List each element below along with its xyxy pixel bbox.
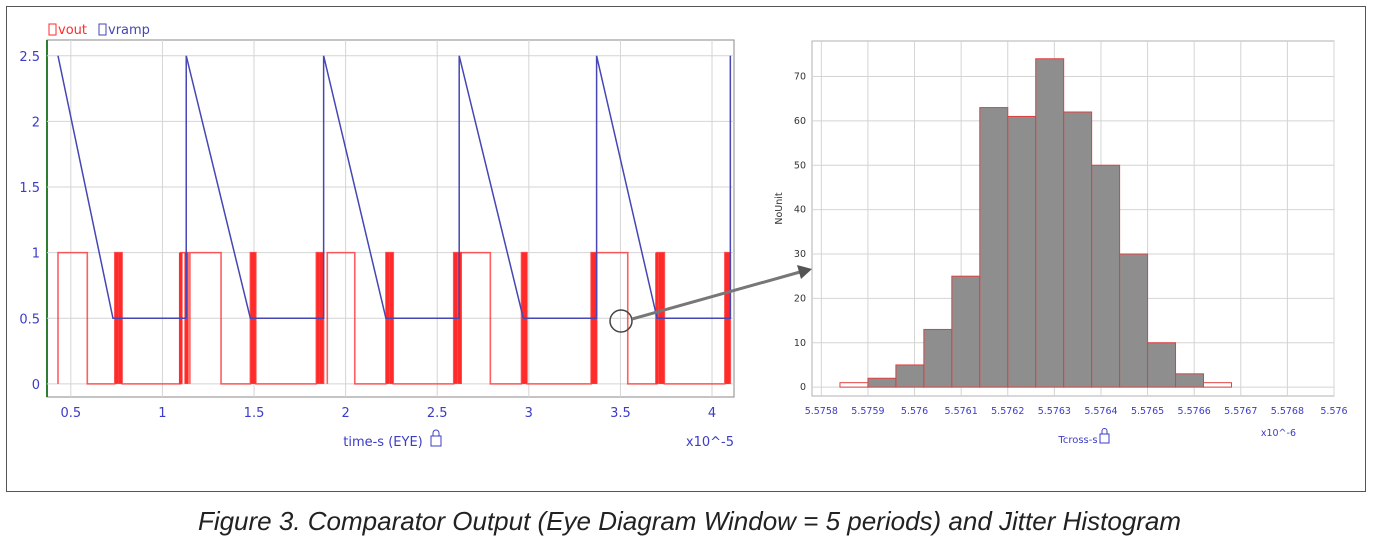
legend-vramp-label: vramp	[108, 23, 150, 38]
eye-x-multiplier: x10^-5	[686, 435, 734, 450]
histogram-bar	[1035, 58, 1065, 388]
histogram-bar	[1203, 382, 1232, 388]
eye-x-tick-label: 0.5	[60, 406, 81, 421]
hist-x-tick-label: 5.5762	[991, 406, 1024, 417]
eye-axis-lock-icon[interactable]	[430, 429, 442, 447]
vramp-trace	[57, 55, 732, 319]
histogram-bar	[1007, 115, 1037, 388]
eye-x-tick-label: 1	[158, 406, 166, 421]
eye-y-tick-label: 2	[32, 115, 40, 130]
eye-x-tick-label: 2.5	[427, 406, 448, 421]
legend-vout-label: vout	[58, 23, 87, 38]
hist-x-tick-label: 5.576	[901, 406, 928, 417]
histogram-bar	[1063, 111, 1093, 388]
hist-x-tick-label: 5.5758	[805, 406, 838, 417]
hist-x-tick-label: 5.5765	[1131, 406, 1164, 417]
eye-x-tick-label: 3	[525, 406, 533, 421]
hist-y-tick-label: 50	[794, 160, 806, 171]
eye-x-tick-label: 3.5	[610, 406, 631, 421]
histogram-bar	[895, 364, 925, 388]
eye-y-tick-label: 2.5	[19, 50, 40, 65]
hist-y-tick-label: 40	[794, 205, 806, 216]
hist-x-tick-label: 5.5764	[1084, 406, 1117, 417]
hist-y-tick-label: 30	[794, 249, 806, 260]
histogram-bar	[923, 328, 953, 388]
histogram-bar	[1119, 253, 1149, 388]
hist-y-tick-label: 70	[794, 72, 806, 83]
eye-y-tick-label: 1	[32, 247, 40, 262]
hist-x-tick-label: 5.5761	[945, 406, 978, 417]
eye-diagram-chart: 0.5 1 1.5 2 2.5 3 3.5 4 0 0.5 1 1.5 2 2.5 vout vramp tim…	[19, 23, 735, 450]
eye-x-tick-label: 4	[708, 406, 716, 421]
hist-x-tick-label: 5.576	[1320, 406, 1347, 417]
hist-y-tick-label: 20	[794, 293, 806, 304]
hist-x-tick-label: 5.5767	[1224, 406, 1257, 417]
histogram-bar	[979, 107, 1009, 388]
hist-y-tick-label: 60	[794, 116, 806, 127]
legend-vout-swatch[interactable]	[48, 23, 57, 36]
hist-y-axis-label: NoUnit	[774, 192, 785, 225]
eye-x-tick-label: 2	[341, 406, 349, 421]
eye-x-axis-label: time-s (EYE)	[343, 435, 422, 450]
histogram-bar	[1147, 342, 1177, 388]
histogram-bar	[867, 377, 897, 388]
hist-x-tick-label: 5.5763	[1038, 406, 1071, 417]
hist-y-tick-label: 10	[794, 338, 806, 349]
eye-y-tick-label: 1.5	[19, 181, 40, 196]
histogram-bar	[1091, 164, 1121, 388]
hist-x-tick-label: 5.5766	[1178, 406, 1211, 417]
legend-vramp-swatch[interactable]	[98, 23, 107, 36]
hist-x-multiplier: x10^-6	[1261, 428, 1296, 439]
figure-caption: Figure 3. Comparator Output (Eye Diagram…	[197, 506, 1182, 536]
hist-x-tick-label: 5.5768	[1271, 406, 1304, 417]
histogram-bar	[951, 275, 981, 388]
eye-x-tick-label: 1.5	[244, 406, 265, 421]
hist-x-axis-label: Tcross-s	[1057, 435, 1097, 446]
eye-y-tick-label: 0	[32, 378, 40, 393]
eye-y-tick-label: 0.5	[19, 312, 40, 327]
hist-x-tick-label: 5.5759	[851, 406, 884, 417]
hist-axis-lock-icon[interactable]	[1099, 428, 1110, 444]
hist-y-tick-label: 0	[800, 382, 806, 393]
jitter-histogram-chart: 5.5758 5.5759 5.576 5.5761 5.5762 5.5763 5.576…	[774, 40, 1348, 446]
histogram-bar	[1175, 373, 1204, 388]
